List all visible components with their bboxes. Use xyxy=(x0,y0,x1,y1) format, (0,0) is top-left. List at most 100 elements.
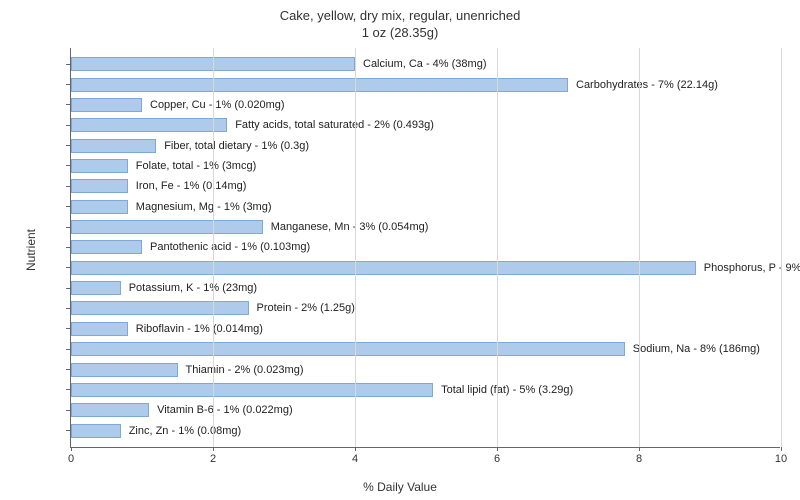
bar xyxy=(71,281,121,295)
ytick-mark xyxy=(66,308,71,309)
bar-row: Fatty acids, total saturated - 2% (0.493… xyxy=(71,118,780,133)
bar-row: Magnesium, Mg - 1% (3mg) xyxy=(71,199,780,214)
ytick-mark xyxy=(66,410,71,411)
ytick-mark xyxy=(66,145,71,146)
bar-label: Copper, Cu - 1% (0.020mg) xyxy=(146,99,285,111)
bar xyxy=(71,363,178,377)
bar xyxy=(71,403,149,417)
bar-row: Calcium, Ca - 4% (38mg) xyxy=(71,57,780,72)
bar-row: Potassium, K - 1% (23mg) xyxy=(71,281,780,296)
xtick-label: 2 xyxy=(210,453,216,465)
bar xyxy=(71,424,121,438)
bar-label: Fatty acids, total saturated - 2% (0.493… xyxy=(231,119,434,131)
bar xyxy=(71,301,249,315)
bar xyxy=(71,139,156,153)
bar xyxy=(71,200,128,214)
chart-title-line1: Cake, yellow, dry mix, regular, unenrich… xyxy=(0,8,800,25)
bar-label: Vitamin B-6 - 1% (0.022mg) xyxy=(153,404,293,416)
bar-row: Protein - 2% (1.25g) xyxy=(71,301,780,316)
bar-row: Manganese, Mn - 3% (0.054mg) xyxy=(71,220,780,235)
bar-row: Vitamin B-6 - 1% (0.022mg) xyxy=(71,403,780,418)
ytick-mark xyxy=(66,389,71,390)
bar-label: Total lipid (fat) - 5% (3.29g) xyxy=(437,384,573,396)
bar-label: Carbohydrates - 7% (22.14g) xyxy=(572,79,718,91)
ytick-mark xyxy=(66,328,71,329)
bar-row: Copper, Cu - 1% (0.020mg) xyxy=(71,97,780,112)
ytick-mark xyxy=(66,349,71,350)
xtick-mark xyxy=(213,447,214,451)
ytick-mark xyxy=(66,430,71,431)
bar xyxy=(71,179,128,193)
ytick-mark xyxy=(66,84,71,85)
bar-label: Phosphorus, P - 9% (88mg) xyxy=(700,262,800,274)
bar xyxy=(71,240,142,254)
xtick-mark xyxy=(355,447,356,451)
ytick-mark xyxy=(66,227,71,228)
ytick-mark xyxy=(66,165,71,166)
bar-row: Pantothenic acid - 1% (0.103mg) xyxy=(71,240,780,255)
gridline xyxy=(497,48,498,447)
xtick-mark xyxy=(781,447,782,451)
nutrient-chart: Cake, yellow, dry mix, regular, unenrich… xyxy=(0,0,800,500)
bar-label: Pantothenic acid - 1% (0.103mg) xyxy=(146,241,310,253)
bar-row: Thiamin - 2% (0.023mg) xyxy=(71,362,780,377)
bar-label: Manganese, Mn - 3% (0.054mg) xyxy=(267,221,429,233)
gridline xyxy=(355,48,356,447)
bar-label: Sodium, Na - 8% (186mg) xyxy=(629,343,760,355)
xtick-mark xyxy=(639,447,640,451)
xtick-label: 4 xyxy=(352,453,358,465)
bar-row: Iron, Fe - 1% (0.14mg) xyxy=(71,179,780,194)
ytick-mark xyxy=(66,247,71,248)
bar xyxy=(71,383,433,397)
chart-title-line2: 1 oz (28.35g) xyxy=(0,25,800,42)
bar-label: Protein - 2% (1.25g) xyxy=(253,302,355,314)
gridline xyxy=(639,48,640,447)
bar xyxy=(71,118,227,132)
bar-row: Fiber, total dietary - 1% (0.3g) xyxy=(71,138,780,153)
bar-label: Calcium, Ca - 4% (38mg) xyxy=(359,58,486,70)
bar xyxy=(71,342,625,356)
y-axis-label: Nutrient xyxy=(24,229,38,271)
ytick-mark xyxy=(66,369,71,370)
xtick-mark xyxy=(497,447,498,451)
bar-label: Zinc, Zn - 1% (0.08mg) xyxy=(125,425,241,437)
bars-container: Calcium, Ca - 4% (38mg) Carbohydrates - 7… xyxy=(71,48,780,447)
ytick-mark xyxy=(66,288,71,289)
bar xyxy=(71,261,696,275)
bar-row: Zinc, Zn - 1% (0.08mg) xyxy=(71,423,780,438)
bar-label: Thiamin - 2% (0.023mg) xyxy=(182,364,304,376)
bar xyxy=(71,322,128,336)
ytick-mark xyxy=(66,64,71,65)
bar-row: Total lipid (fat) - 5% (3.29g) xyxy=(71,382,780,397)
xtick-label: 6 xyxy=(494,453,500,465)
xtick-label: 0 xyxy=(68,453,74,465)
bar-row: Phosphorus, P - 9% (88mg) xyxy=(71,260,780,275)
bar-row: Riboflavin - 1% (0.014mg) xyxy=(71,321,780,336)
ytick-mark xyxy=(66,186,71,187)
bar-label: Folate, total - 1% (3mcg) xyxy=(132,160,256,172)
bar xyxy=(71,98,142,112)
xtick-mark xyxy=(71,447,72,451)
bar-label: Potassium, K - 1% (23mg) xyxy=(125,282,257,294)
bar-label: Riboflavin - 1% (0.014mg) xyxy=(132,323,263,335)
bar-label: Magnesium, Mg - 1% (3mg) xyxy=(132,201,272,213)
x-axis-label: % Daily Value xyxy=(363,480,437,494)
plot-area: Calcium, Ca - 4% (38mg) Carbohydrates - 7… xyxy=(70,48,780,448)
bar-label: Fiber, total dietary - 1% (0.3g) xyxy=(160,140,309,152)
bar-row: Folate, total - 1% (3mcg) xyxy=(71,158,780,173)
bar-row: Sodium, Na - 8% (186mg) xyxy=(71,342,780,357)
xtick-label: 8 xyxy=(636,453,642,465)
bar xyxy=(71,220,263,234)
bar xyxy=(71,78,568,92)
ytick-mark xyxy=(66,125,71,126)
xtick-label: 10 xyxy=(775,453,787,465)
bar xyxy=(71,159,128,173)
bar-row: Carbohydrates - 7% (22.14g) xyxy=(71,77,780,92)
bar-label: Iron, Fe - 1% (0.14mg) xyxy=(132,180,247,192)
gridline xyxy=(781,48,782,447)
gridline xyxy=(213,48,214,447)
ytick-mark xyxy=(66,104,71,105)
ytick-mark xyxy=(66,267,71,268)
ytick-mark xyxy=(66,206,71,207)
chart-title: Cake, yellow, dry mix, regular, unenrich… xyxy=(0,0,800,42)
